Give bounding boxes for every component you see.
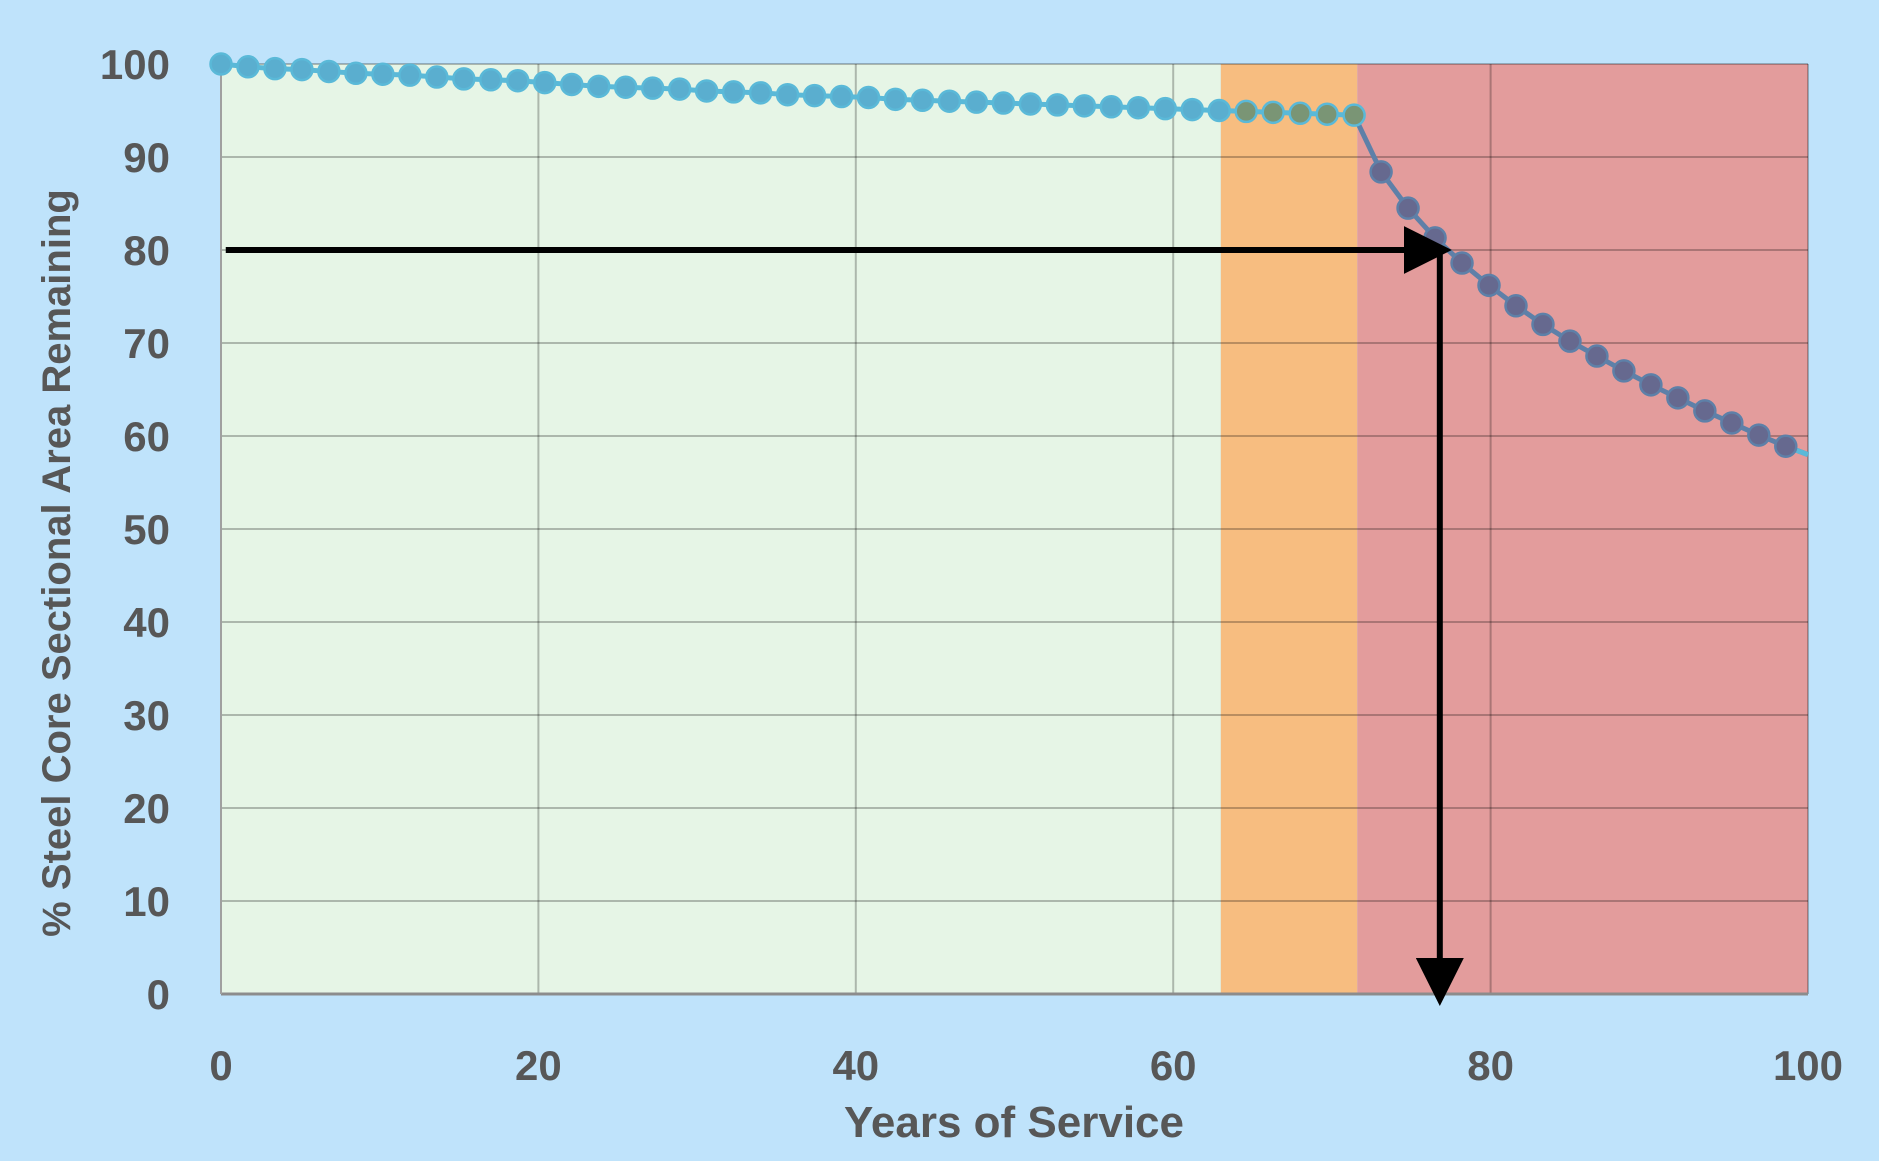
zone-2 [1357, 64, 1808, 994]
data-point-s2-7 [1558, 329, 1582, 353]
data-point-s0-16 [640, 76, 665, 100]
data-point-s2-14 [1747, 423, 1771, 447]
data-point-s2-11 [1666, 386, 1690, 410]
data-point-s2-12 [1693, 399, 1717, 423]
series-markers [209, 52, 1798, 458]
data-point-s2-5 [1504, 294, 1528, 318]
data-point-s0-21 [775, 82, 800, 107]
data-point-s0-3 [290, 57, 314, 82]
data-point-s0-8 [425, 65, 449, 89]
data-point-s0-30 [1018, 92, 1043, 116]
data-point-s0-25 [883, 87, 908, 112]
data-point-s0-2 [263, 56, 287, 81]
data-point-s2-13 [1720, 411, 1744, 435]
data-point-s1-3 [1315, 102, 1339, 126]
data-point-s1-1 [1261, 100, 1285, 125]
data-point-s0-12 [532, 70, 557, 95]
data-point-s0-34 [1126, 95, 1151, 120]
data-point-s0-33 [1099, 95, 1124, 119]
data-point-s2-8 [1585, 344, 1609, 368]
data-point-s0-1 [236, 55, 260, 79]
zone-1 [1220, 64, 1358, 994]
axis-lines [220, 64, 1808, 996]
data-point-s0-32 [1072, 94, 1097, 118]
data-point-s0-29 [991, 91, 1016, 115]
data-point-s0-26 [910, 88, 935, 113]
data-point-s2-10 [1639, 373, 1663, 397]
data-point-s0-35 [1153, 96, 1178, 121]
data-point-s2-9 [1612, 359, 1636, 383]
data-point-s0-24 [856, 85, 881, 110]
data-point-s1-0 [1234, 99, 1258, 124]
data-point-s0-22 [802, 83, 827, 108]
x-tick-labels: 0 20 40 60 80 100 [209, 1042, 1843, 1089]
data-point-s0-31 [1045, 93, 1070, 117]
data-point-s0-17 [667, 77, 692, 101]
y-tick-label-100: 100 [100, 41, 170, 88]
y-tick-label-30: 30 [123, 692, 170, 739]
data-point-s2-6 [1531, 312, 1555, 337]
data-point-s0-6 [371, 62, 395, 86]
data-point-s0-13 [559, 72, 584, 97]
data-point-s0-20 [748, 81, 773, 105]
x-tick-label-40: 40 [832, 1042, 879, 1089]
y-tick-label-60: 60 [123, 413, 170, 460]
data-point-s0-11 [506, 68, 530, 93]
y-tick-label-70: 70 [123, 320, 170, 367]
data-point-s2-15 [1774, 434, 1798, 458]
data-point-s0-19 [721, 80, 746, 104]
data-point-s1-4 [1342, 103, 1366, 127]
y-tick-label-80: 80 [123, 227, 170, 274]
data-point-s0-18 [694, 79, 719, 103]
data-point-s0-36 [1180, 97, 1204, 122]
x-tick-label-20: 20 [515, 1042, 562, 1089]
data-point-s0-5 [344, 61, 368, 86]
x-tick-label-60: 60 [1150, 1042, 1197, 1089]
y-tick-label-0: 0 [147, 971, 170, 1018]
y-tick-labels: 0 10 20 30 40 50 60 70 80 90 100 [100, 41, 170, 1018]
y-tick-label-40: 40 [123, 599, 170, 646]
data-point-s0-28 [964, 90, 989, 114]
data-point-s2-0 [1369, 160, 1393, 184]
data-point-s0-4 [317, 59, 341, 84]
x-axis-label: Years of Service [844, 1098, 1184, 1147]
data-point-s0-10 [479, 68, 503, 92]
data-point-s2-2 [1423, 226, 1447, 250]
zones [221, 64, 1808, 994]
zone-0 [221, 64, 1221, 994]
data-point-s2-3 [1450, 251, 1474, 275]
y-axis-label: % Steel Core Sectional Area Remaining [35, 189, 79, 937]
data-point-s0-23 [829, 84, 854, 109]
y-tick-label-10: 10 [123, 878, 170, 925]
x-tick-label-100: 100 [1773, 1042, 1843, 1089]
y-tick-label-20: 20 [123, 785, 170, 832]
annotations [225, 226, 1464, 1006]
y-tick-label-90: 90 [123, 134, 170, 181]
data-point-s0-15 [613, 75, 638, 99]
data-point-s2-4 [1477, 273, 1501, 298]
data-point-s2-1 [1396, 196, 1420, 220]
data-point-s0-37 [1207, 98, 1231, 123]
data-point-s0-14 [586, 74, 611, 99]
x-tick-label-80: 80 [1467, 1042, 1514, 1089]
data-point-s0-7 [398, 63, 422, 87]
data-point-s0-27 [937, 89, 962, 113]
data-point-s0-0 [209, 52, 233, 76]
data-point-s0-9 [452, 67, 476, 91]
data-point-s1-2 [1288, 101, 1312, 126]
x-tick-label-0: 0 [209, 1042, 232, 1089]
y-tick-label-50: 50 [123, 506, 170, 553]
